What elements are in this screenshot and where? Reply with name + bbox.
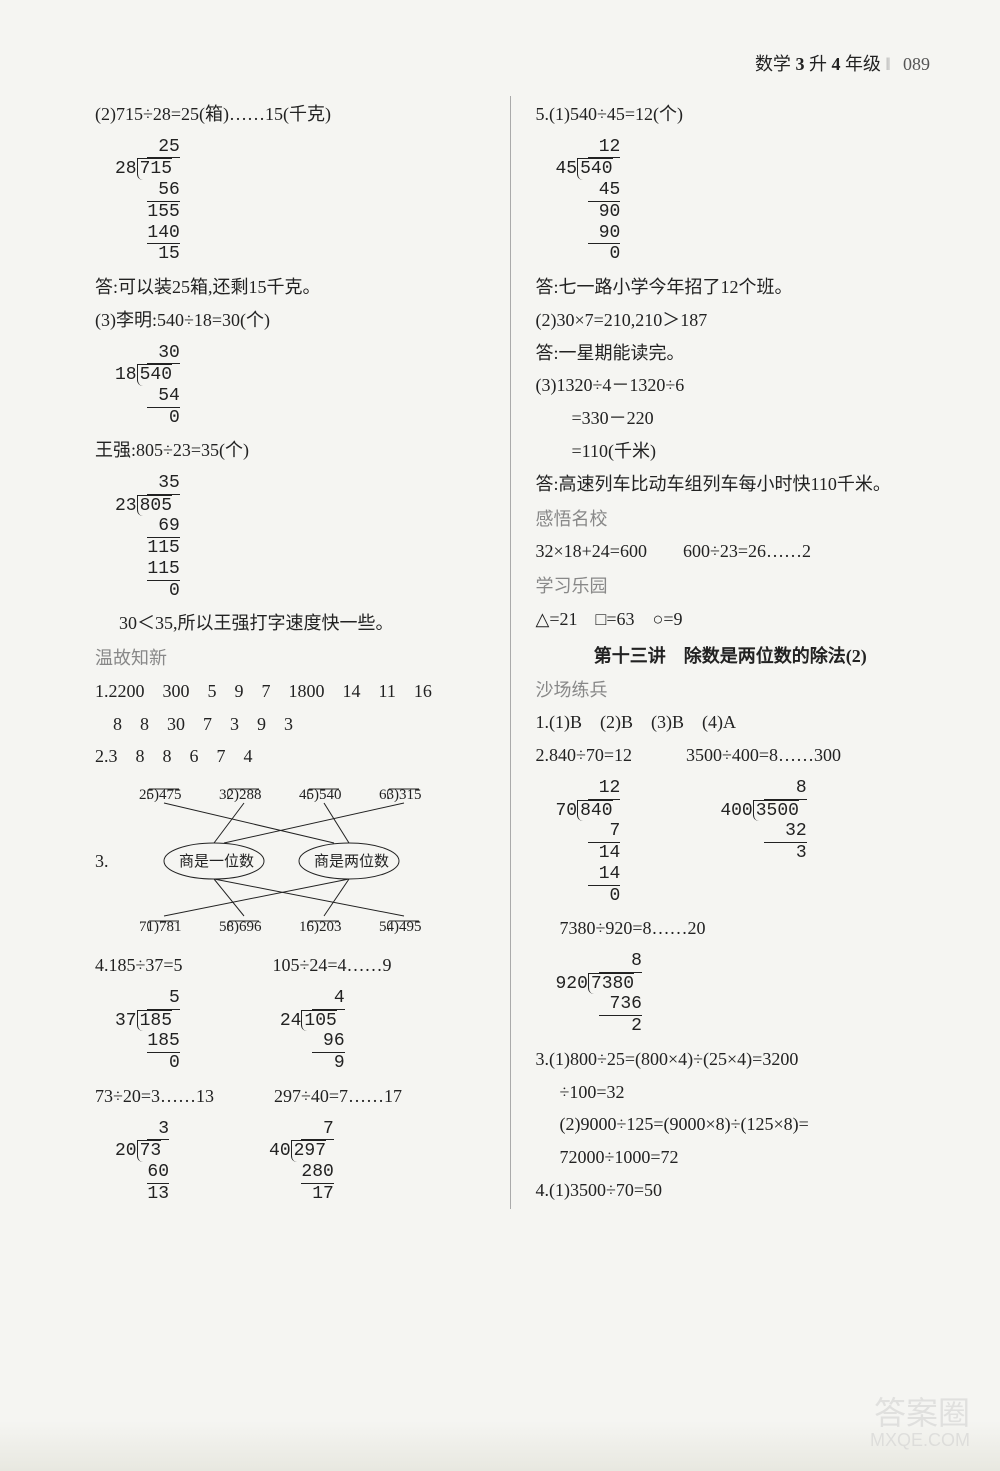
q4a: 4.185÷37=5 [95, 951, 183, 980]
watermark-l2: MXQE.COM [870, 1431, 970, 1451]
q4c: 73÷20=3……13 [95, 1082, 214, 1111]
problem-3: (3)李明:540÷18=30(个) [95, 306, 485, 335]
right-column: 5.(1)540÷45=12(个) 1245540 45 90 90 0 答:七… [511, 96, 941, 1209]
oval-2: 商是两位数 [314, 853, 389, 870]
longdiv-5: 1245540 45 90 90 0 [556, 137, 621, 265]
ans5b: 答:一星期能读完。 [536, 339, 926, 368]
r1: 1.(1)B (2)B (3)B (4)A [536, 708, 926, 737]
ly: △=21 □=63 ○=9 [536, 605, 926, 634]
p5c3: =110(千米) [536, 437, 926, 466]
watermark: 答案圈 MXQE.COM [870, 1396, 970, 1451]
r3b: ÷100=32 [536, 1078, 926, 1107]
section-leyuan: 学习乐园 [536, 572, 926, 601]
watermark-l1: 答案圈 [870, 1396, 970, 1431]
longdiv-4a: 537185 185 0 [115, 988, 180, 1074]
section-ganwu: 感悟名校 [536, 505, 926, 534]
r3a: 3.(1)800÷25=(800×4)÷(25×4)=3200 [536, 1045, 926, 1074]
r4: 4.(1)3500÷70=50 [536, 1176, 926, 1205]
gw: 32×18+24=600 600÷23=26……2 [536, 537, 926, 566]
match-diagram: 25)475 32)288 45)540 63)315 商是一位数 商是两位数 … [119, 781, 449, 941]
compare: 30＜35,所以王强打字速度快一些。 [95, 609, 485, 638]
longdiv-4c: 32073 60 13 [115, 1119, 169, 1205]
longdiv-1: 2528715 56 155 140 15 [115, 137, 180, 265]
page-header: 数学 3 升 4 年级 ‖ 089 [80, 50, 940, 76]
q4b: 105÷24=4……9 [273, 951, 392, 980]
q4d: 297÷40=7……17 [274, 1082, 402, 1111]
q1a: 1.2200 300 5 9 7 1800 14 11 16 [95, 677, 485, 706]
section-wengu: 温故知新 [95, 644, 485, 673]
longdiv-4d: 740297 280 17 [269, 1119, 334, 1205]
q3-label: 3. [95, 847, 109, 876]
longdiv-3: 3523805 69 115 115 0 [115, 473, 180, 601]
longdiv-4b: 424105 96 9 [280, 988, 345, 1074]
longdiv-6a: 1270840 7 14 14 0 [556, 778, 621, 906]
r2: 2.840÷70=12 3500÷400=8……300 [536, 741, 926, 770]
mid: 升 [809, 54, 827, 74]
p5: 5.(1)540÷45=12(个) [536, 100, 926, 129]
page-number: 089 [903, 54, 930, 74]
ans5: 答:七一路小学今年招了12个班。 [536, 273, 926, 302]
longdiv-6b: 84003500 32 3 [720, 778, 806, 906]
longdiv-7: 89207380 736 2 [556, 951, 642, 1037]
section-shachang: 沙场练兵 [536, 676, 926, 705]
ans5c: 答:高速列车比动车组列车每小时快110千米。 [536, 470, 926, 499]
left-column: (2)715÷28=25(箱)……15(千克) 2528715 56 155 1… [80, 96, 511, 1209]
page: 数学 3 升 4 年级 ‖ 089 (2)715÷28=25(箱)……15(千克… [0, 0, 1000, 1249]
r2b: 7380÷920=8……20 [536, 914, 926, 943]
grade-from: 3 [795, 54, 804, 74]
p5c2: =330－220 [536, 404, 926, 433]
lesson-title: 第十三讲 除数是两位数的除法(2) [536, 642, 926, 668]
q1b: 8 8 30 7 3 9 3 [95, 710, 485, 739]
q2: 2.3 8 8 6 7 4 [95, 742, 485, 771]
oval-1: 商是一位数 [179, 853, 254, 870]
footer-decoration [0, 1421, 1000, 1471]
longdiv-2: 3018540 54 0 [115, 343, 180, 429]
r3d: 72000÷1000=72 [536, 1143, 926, 1172]
grade-to: 4 [831, 54, 840, 74]
subject: 数学 [755, 54, 791, 74]
problem-2: (2)715÷28=25(箱)……15(千克) [95, 100, 485, 129]
answer-1: 答:可以装25箱,还剩15千克。 [95, 273, 485, 302]
content-columns: (2)715÷28=25(箱)……15(千克) 2528715 56 155 1… [80, 96, 940, 1209]
grade-unit: 年级 [845, 54, 881, 74]
p5b: (2)30×7=210,210＞187 [536, 306, 926, 335]
match-svg: 25)475 32)288 45)540 63)315 商是一位数 商是两位数 … [119, 781, 449, 941]
r3c: (2)9000÷125=(9000×8)÷(125×8)= [536, 1110, 926, 1139]
p5c1: (3)1320÷4－1320÷6 [536, 371, 926, 400]
wang-qiang: 王强:805÷23=35(个) [95, 436, 485, 465]
